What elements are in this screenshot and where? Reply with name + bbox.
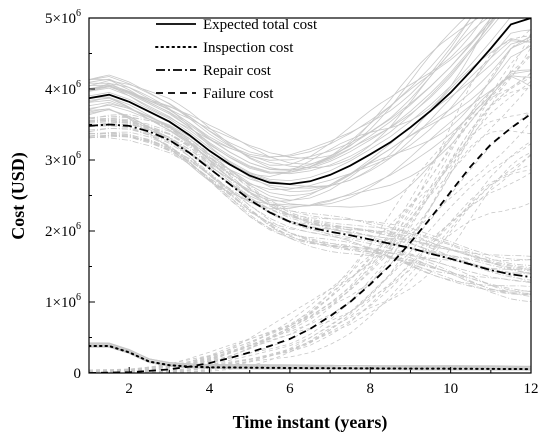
simulation-line [89,72,531,372]
simulation-line [89,342,531,368]
simulation-line [89,124,531,283]
simulation-line [89,38,531,188]
simulation-line [89,18,494,171]
simulation-line [89,43,531,372]
simulation-line [89,33,531,373]
simulation-line [89,120,531,272]
series-line-inspection-cost [89,345,531,371]
simulation-line [89,131,531,287]
y-tick-label: 4×106 [45,79,81,98]
simulation-line [89,75,531,206]
x-tick-label: 6 [286,381,294,397]
legend-label: Inspection cost [203,40,294,56]
simulation-line [89,121,531,275]
y-tick-label: 5×106 [45,8,81,27]
simulation-lines [89,18,531,373]
x-tick-label: 8 [367,381,375,397]
simulation-line [89,342,531,367]
simulation-line [89,18,500,175]
legend-label: Expected total cost [203,17,318,33]
simulation-line [89,35,531,202]
simulation-line [89,132,531,297]
series-line-failure-cost [89,113,531,373]
y-tick-label: 2×106 [45,221,81,240]
y-tick-label: 1×106 [45,292,81,311]
simulation-line [89,38,531,197]
x-tick-label: 10 [443,381,458,397]
simulation-line [89,36,531,192]
simulation-line [89,81,531,373]
simulation-line [89,72,531,373]
x-tick-label: 12 [524,381,539,397]
simulation-line [89,117,531,266]
simulation-line [89,118,531,269]
simulation-line [89,120,531,274]
legend-label: Failure cost [203,86,274,102]
simulation-line [89,18,497,173]
series-line-repair-cost [89,123,531,278]
x-tick-label: 2 [125,381,133,397]
x-axis-title: Time instant (years) [233,412,388,433]
x-tick-label: 4 [206,381,214,397]
simulation-line [89,140,531,373]
simulation-line [89,18,466,160]
simulation-line [89,135,531,295]
simulation-line [89,143,531,373]
series-layer [89,18,531,373]
simulation-line [89,155,531,373]
simulation-line [89,169,531,373]
y-tick-label: 0 [74,366,82,382]
simulation-line [89,134,531,292]
simulation-line [89,18,472,158]
simulation-line [89,18,489,169]
legend: Expected total cost Inspection cost Repair… [155,17,318,102]
series-line-expected-total-cost [89,18,531,186]
x-axis: 2 4 6 8 10 12 [88,367,539,397]
y-axis: 0 1×106 2×106 3×106 4×106 5×106 [45,8,95,382]
simulation-line [89,135,531,296]
simulation-line [89,202,531,373]
simulation-line [89,18,511,182]
simulation-line [89,28,531,372]
simulation-line [89,119,531,271]
y-tick-label: 3×106 [45,150,81,169]
simulation-line [89,45,531,201]
simulation-line [89,132,531,295]
legend-label: Repair cost [203,63,272,79]
simulation-line [89,18,479,165]
y-axis-title: Cost (USD) [8,152,29,240]
simulation-line [89,124,531,274]
simulation-line [89,346,531,371]
simulation-line [89,18,477,161]
